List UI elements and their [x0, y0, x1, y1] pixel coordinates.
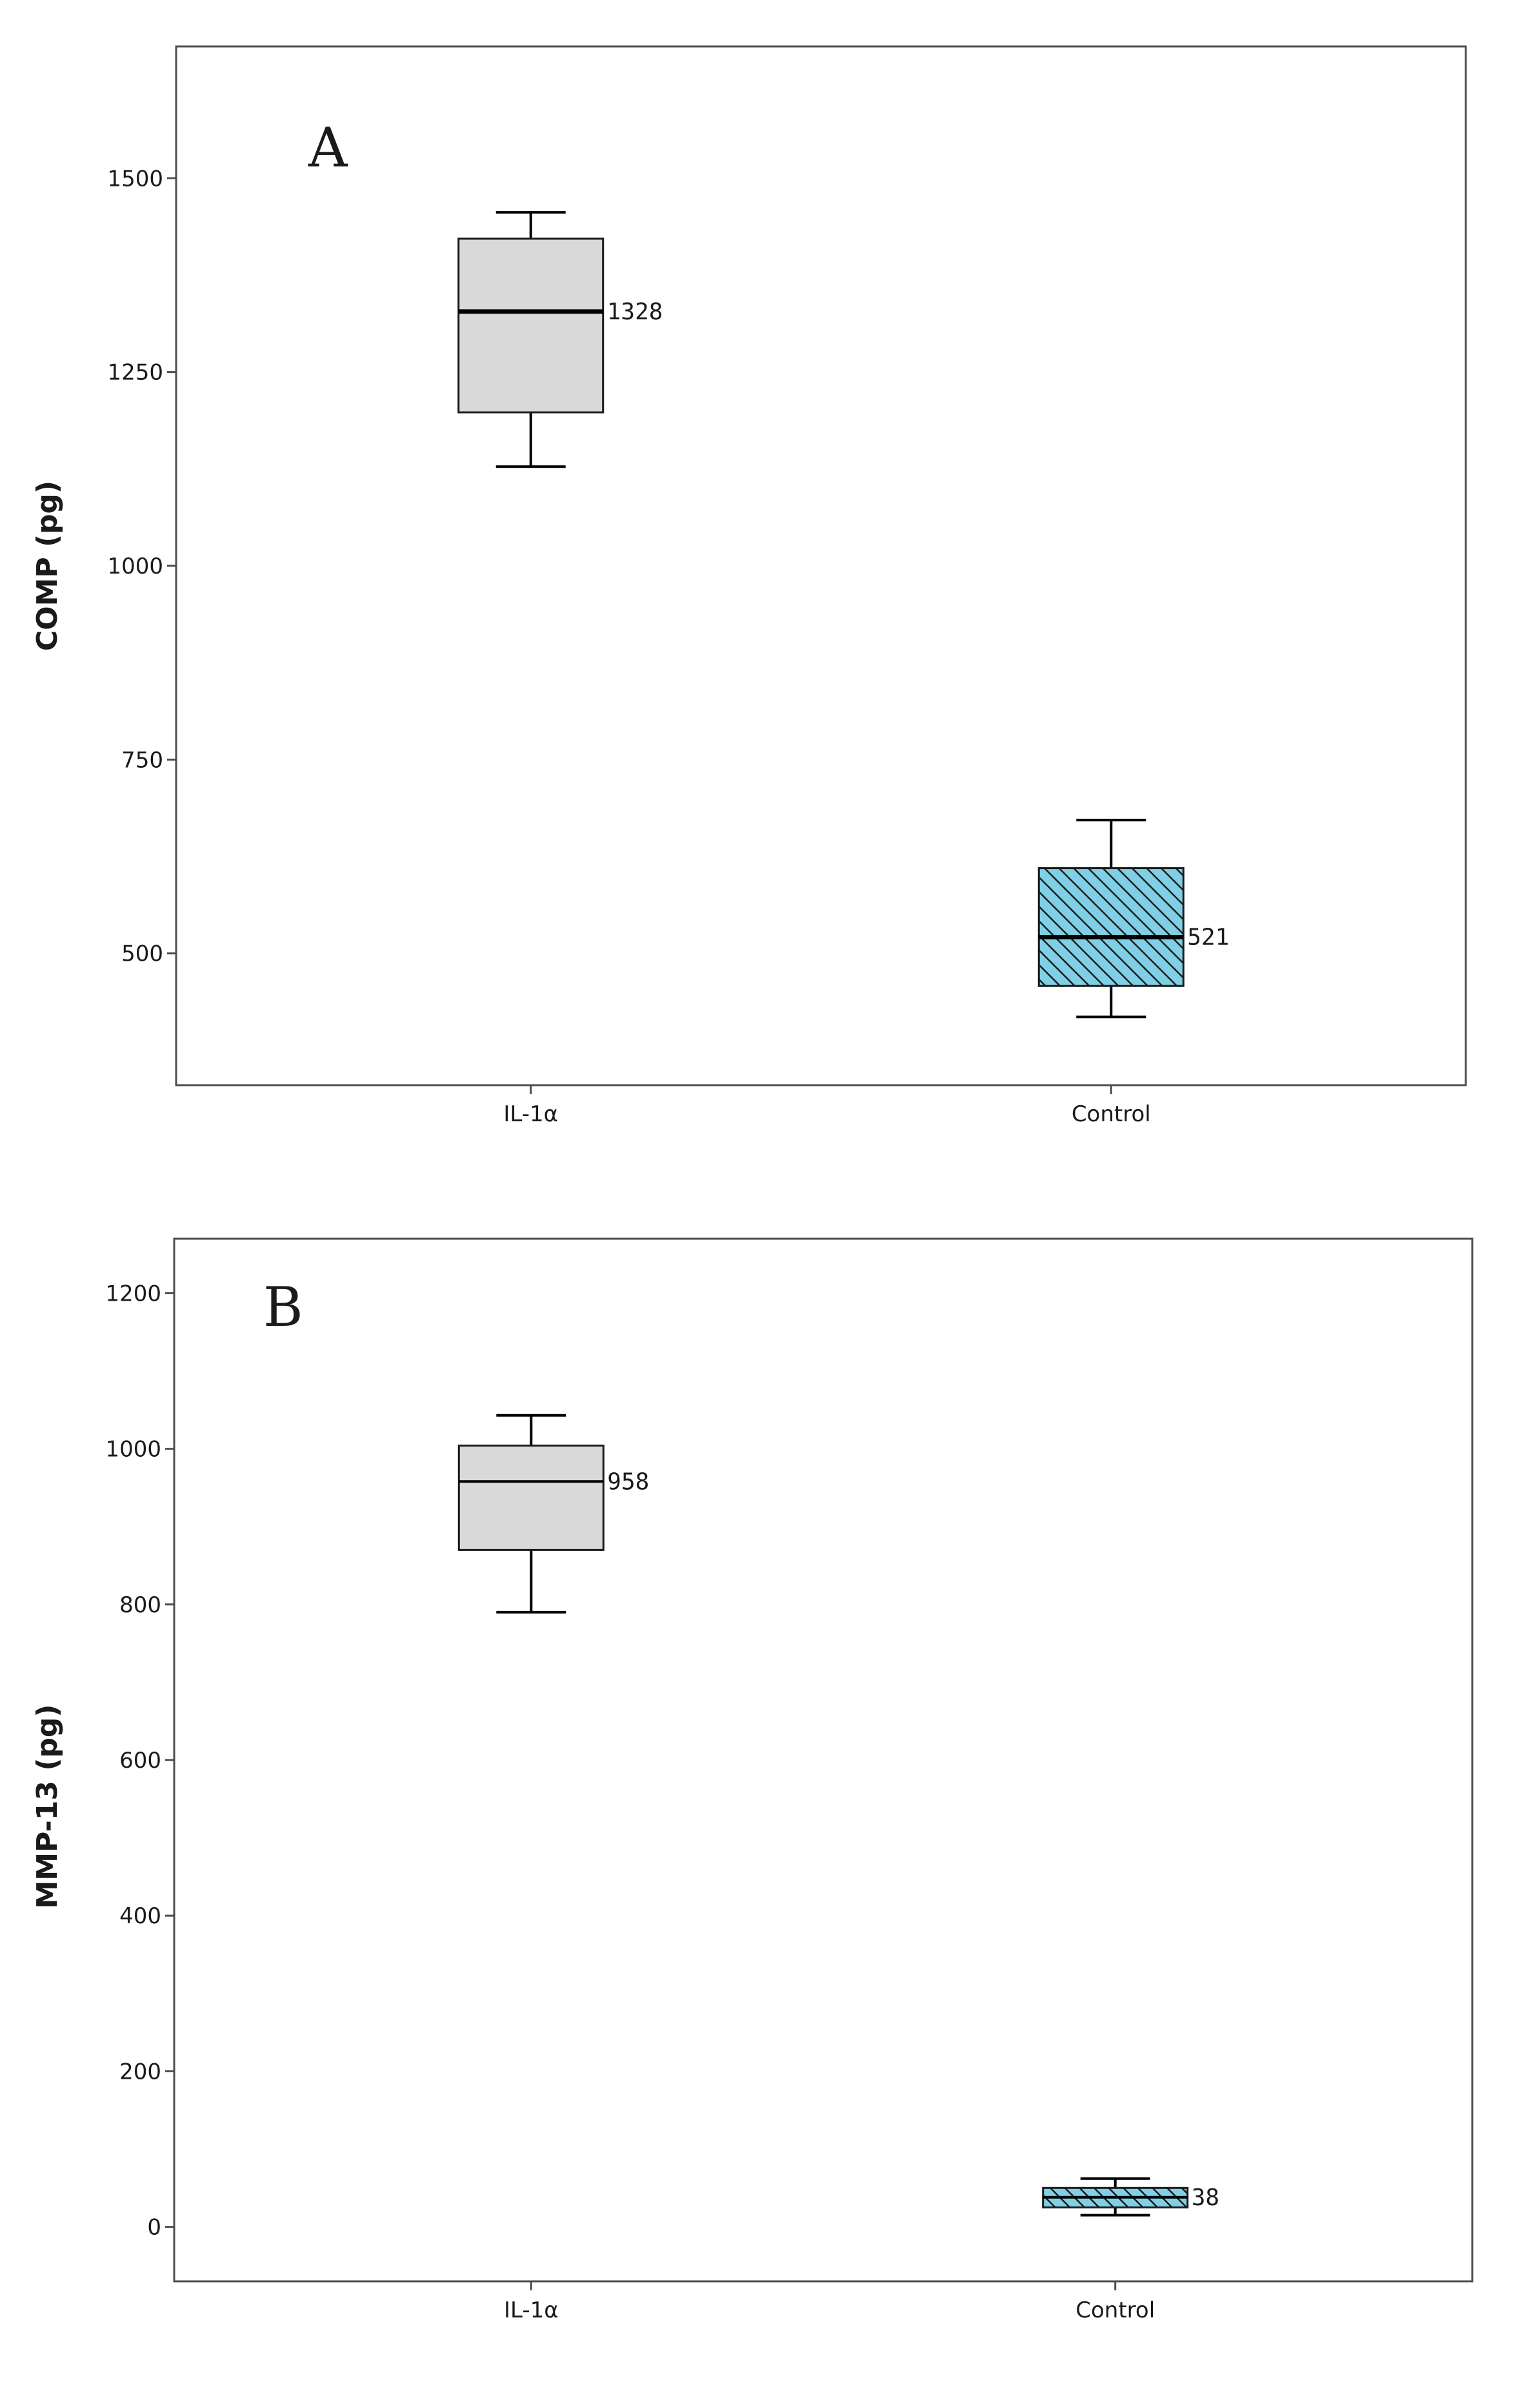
- box-il-1-: 958: [457, 1414, 649, 1614]
- box-control: 38: [1042, 2177, 1219, 2217]
- box-control: 521: [1037, 819, 1229, 1019]
- x-tick-label: Control: [1075, 2297, 1155, 2323]
- median-label: 38: [1192, 2185, 1219, 2211]
- x-tick-label: IL-1α: [503, 1101, 558, 1127]
- panel-label: A: [308, 116, 348, 179]
- x-tick-label: Control: [1072, 1101, 1151, 1127]
- x-tick-label: IL-1α: [504, 2297, 559, 2323]
- plot-frame: [173, 1237, 1474, 2283]
- y-tick-label: 750: [121, 747, 163, 773]
- panel-b: 0 200 400 600 800 1000 1200 MMP-13 (pg) B 958 IL-1…: [31, 1237, 1474, 2323]
- median-label: 958: [607, 1468, 649, 1495]
- panel-a: 500 750 1000 1250 1500 COMP (pg) A 1328 IL-1α 521…: [31, 45, 1467, 1127]
- y-tick-label: 1250: [107, 360, 163, 386]
- median-label: 1328: [607, 299, 663, 325]
- iqr-box: [1037, 867, 1185, 987]
- box-il-1-: 1328: [457, 211, 663, 468]
- y-tick-label: 800: [119, 1592, 161, 1618]
- y-tick-label: 1000: [105, 1437, 161, 1463]
- y-axis-title: COMP (pg): [31, 481, 64, 651]
- y-tick-label: 1000: [107, 554, 163, 579]
- y-tick-label: 200: [119, 2059, 161, 2085]
- y-tick-label: 1500: [107, 166, 163, 192]
- y-axis-title: MMP-13 (pg): [31, 1704, 64, 1908]
- y-tick-label: 400: [119, 1903, 161, 1929]
- y-tick-label: 0: [147, 2215, 161, 2241]
- y-tick-label: 500: [121, 941, 163, 967]
- iqr-box: [457, 1445, 605, 1551]
- y-tick-label: 1200: [105, 1281, 161, 1306]
- iqr-box: [457, 237, 605, 414]
- plot-frame: [175, 45, 1467, 1086]
- median-label: 521: [1187, 925, 1229, 951]
- panel-label: B: [263, 1276, 303, 1339]
- y-tick-label: 600: [119, 1748, 161, 1774]
